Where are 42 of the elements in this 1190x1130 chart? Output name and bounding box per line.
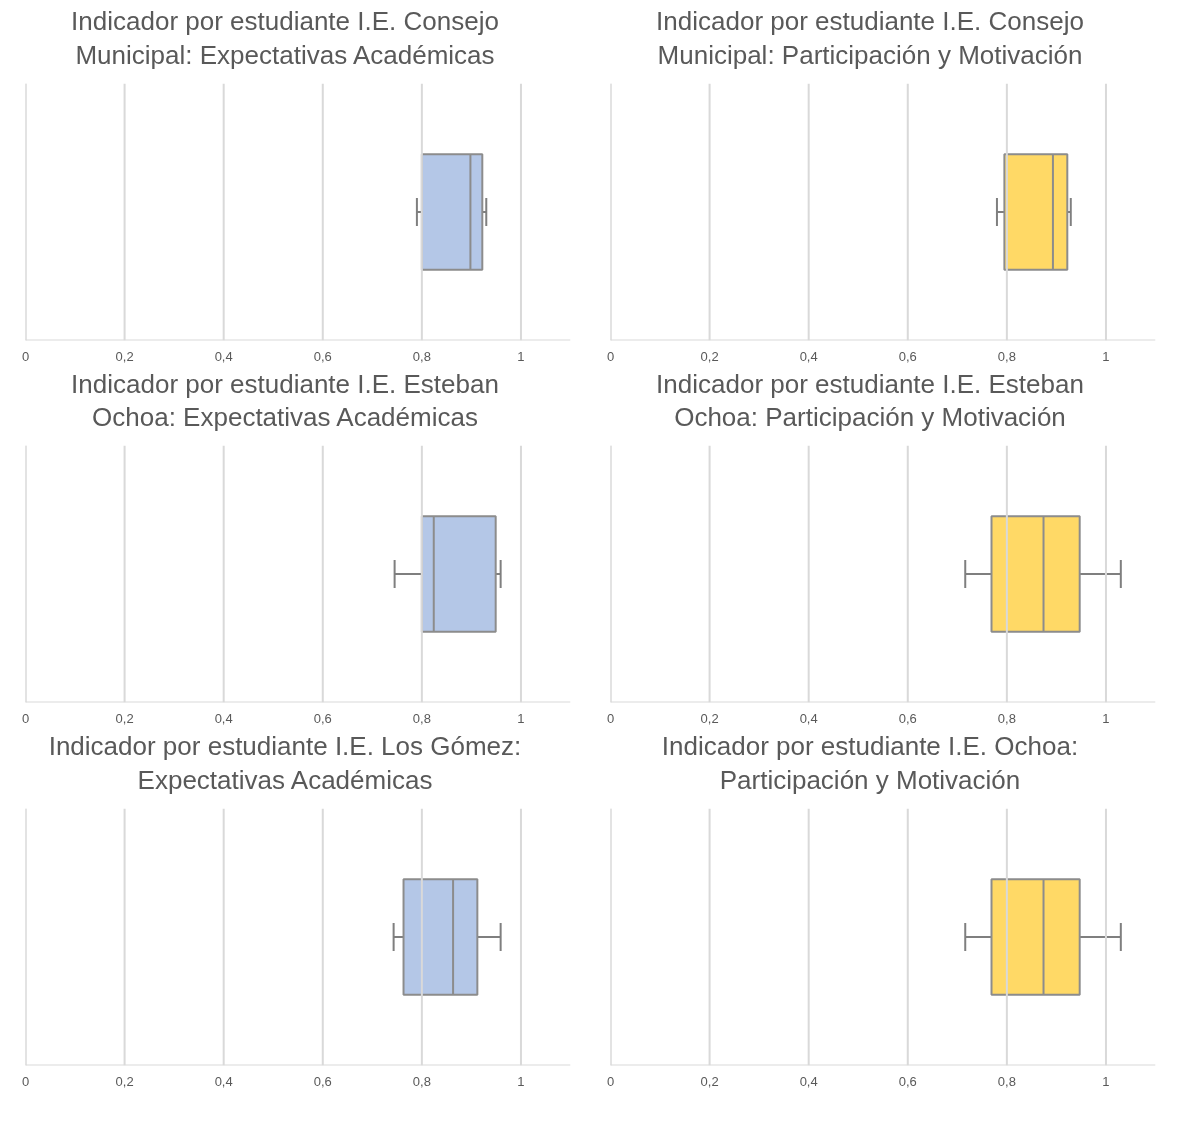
x-tick-label: 0,8 [412, 1073, 431, 1089]
x-tick-label: 0 [21, 1073, 30, 1089]
x-tick-label: 0,6 [313, 1073, 332, 1089]
x-tick-label: 0 [606, 710, 615, 726]
x-tick-label: 0,8 [997, 710, 1016, 726]
x-tick-label: 0,6 [898, 710, 917, 726]
x-tick-label: 0,8 [412, 348, 431, 364]
x-tick-label: 0,4 [214, 1073, 233, 1089]
x-tick-label: 1 [1102, 1073, 1110, 1089]
x-tick-label: 1 [1102, 710, 1110, 726]
x-tick-label: 0,2 [700, 1073, 719, 1089]
chart-title: Indicador por estudiante I.E. Consejo Municipal: Participación y Motivación [655, 5, 1085, 72]
chart-title: Indicador por estudiante I.E. Consejo Municipal: Expectativas Académicas [70, 5, 500, 72]
x-tick-label: 0,2 [115, 710, 134, 726]
chart-title: Indicador por estudiante I.E. Esteban Ochoa: Expectativas Académicas [70, 367, 500, 435]
x-tick-label: 0,8 [412, 710, 431, 726]
x-tick-label: 0,6 [898, 348, 917, 364]
x-tick-label: 0 [21, 348, 30, 364]
chart-title: Indicador por estudiante I.E. Esteban Ochoa: Participación y Motivación [655, 367, 1085, 435]
x-tick-label: 0,8 [997, 348, 1016, 364]
x-tick-label: 0,4 [214, 710, 233, 726]
x-tick-label: 0,4 [799, 1073, 818, 1089]
x-tick-label: 0,4 [799, 710, 818, 726]
chart-title: Indicador por estudiante I.E. Los Gómez: Expectativas Académicas [47, 730, 523, 797]
x-tick-label: 0,2 [115, 348, 134, 364]
x-tick-label: 0,2 [700, 710, 719, 726]
x-tick-label: 0,4 [799, 348, 818, 364]
x-tick-label: 0,6 [898, 1073, 917, 1089]
x-tick-label: 1 [517, 1073, 525, 1089]
x-tick-label: 0,6 [313, 710, 332, 726]
x-tick-label: 0,4 [214, 348, 233, 364]
x-tick-label: 1 [517, 348, 525, 364]
x-tick-label: 0 [21, 710, 30, 726]
x-tick-label: 0,6 [313, 348, 332, 364]
x-tick-label: 0,2 [115, 1073, 134, 1089]
x-tick-label: 0,8 [997, 1073, 1016, 1089]
x-tick-label: 1 [1102, 348, 1110, 364]
x-tick-label: 0,2 [700, 348, 719, 364]
x-tick-label: 0 [606, 1073, 615, 1089]
x-tick-label: 1 [517, 710, 525, 726]
x-tick-label: 0 [606, 348, 615, 364]
chart-title: Indicador por estudiante I.E. Ochoa: Participación y Motivación [660, 730, 1080, 797]
